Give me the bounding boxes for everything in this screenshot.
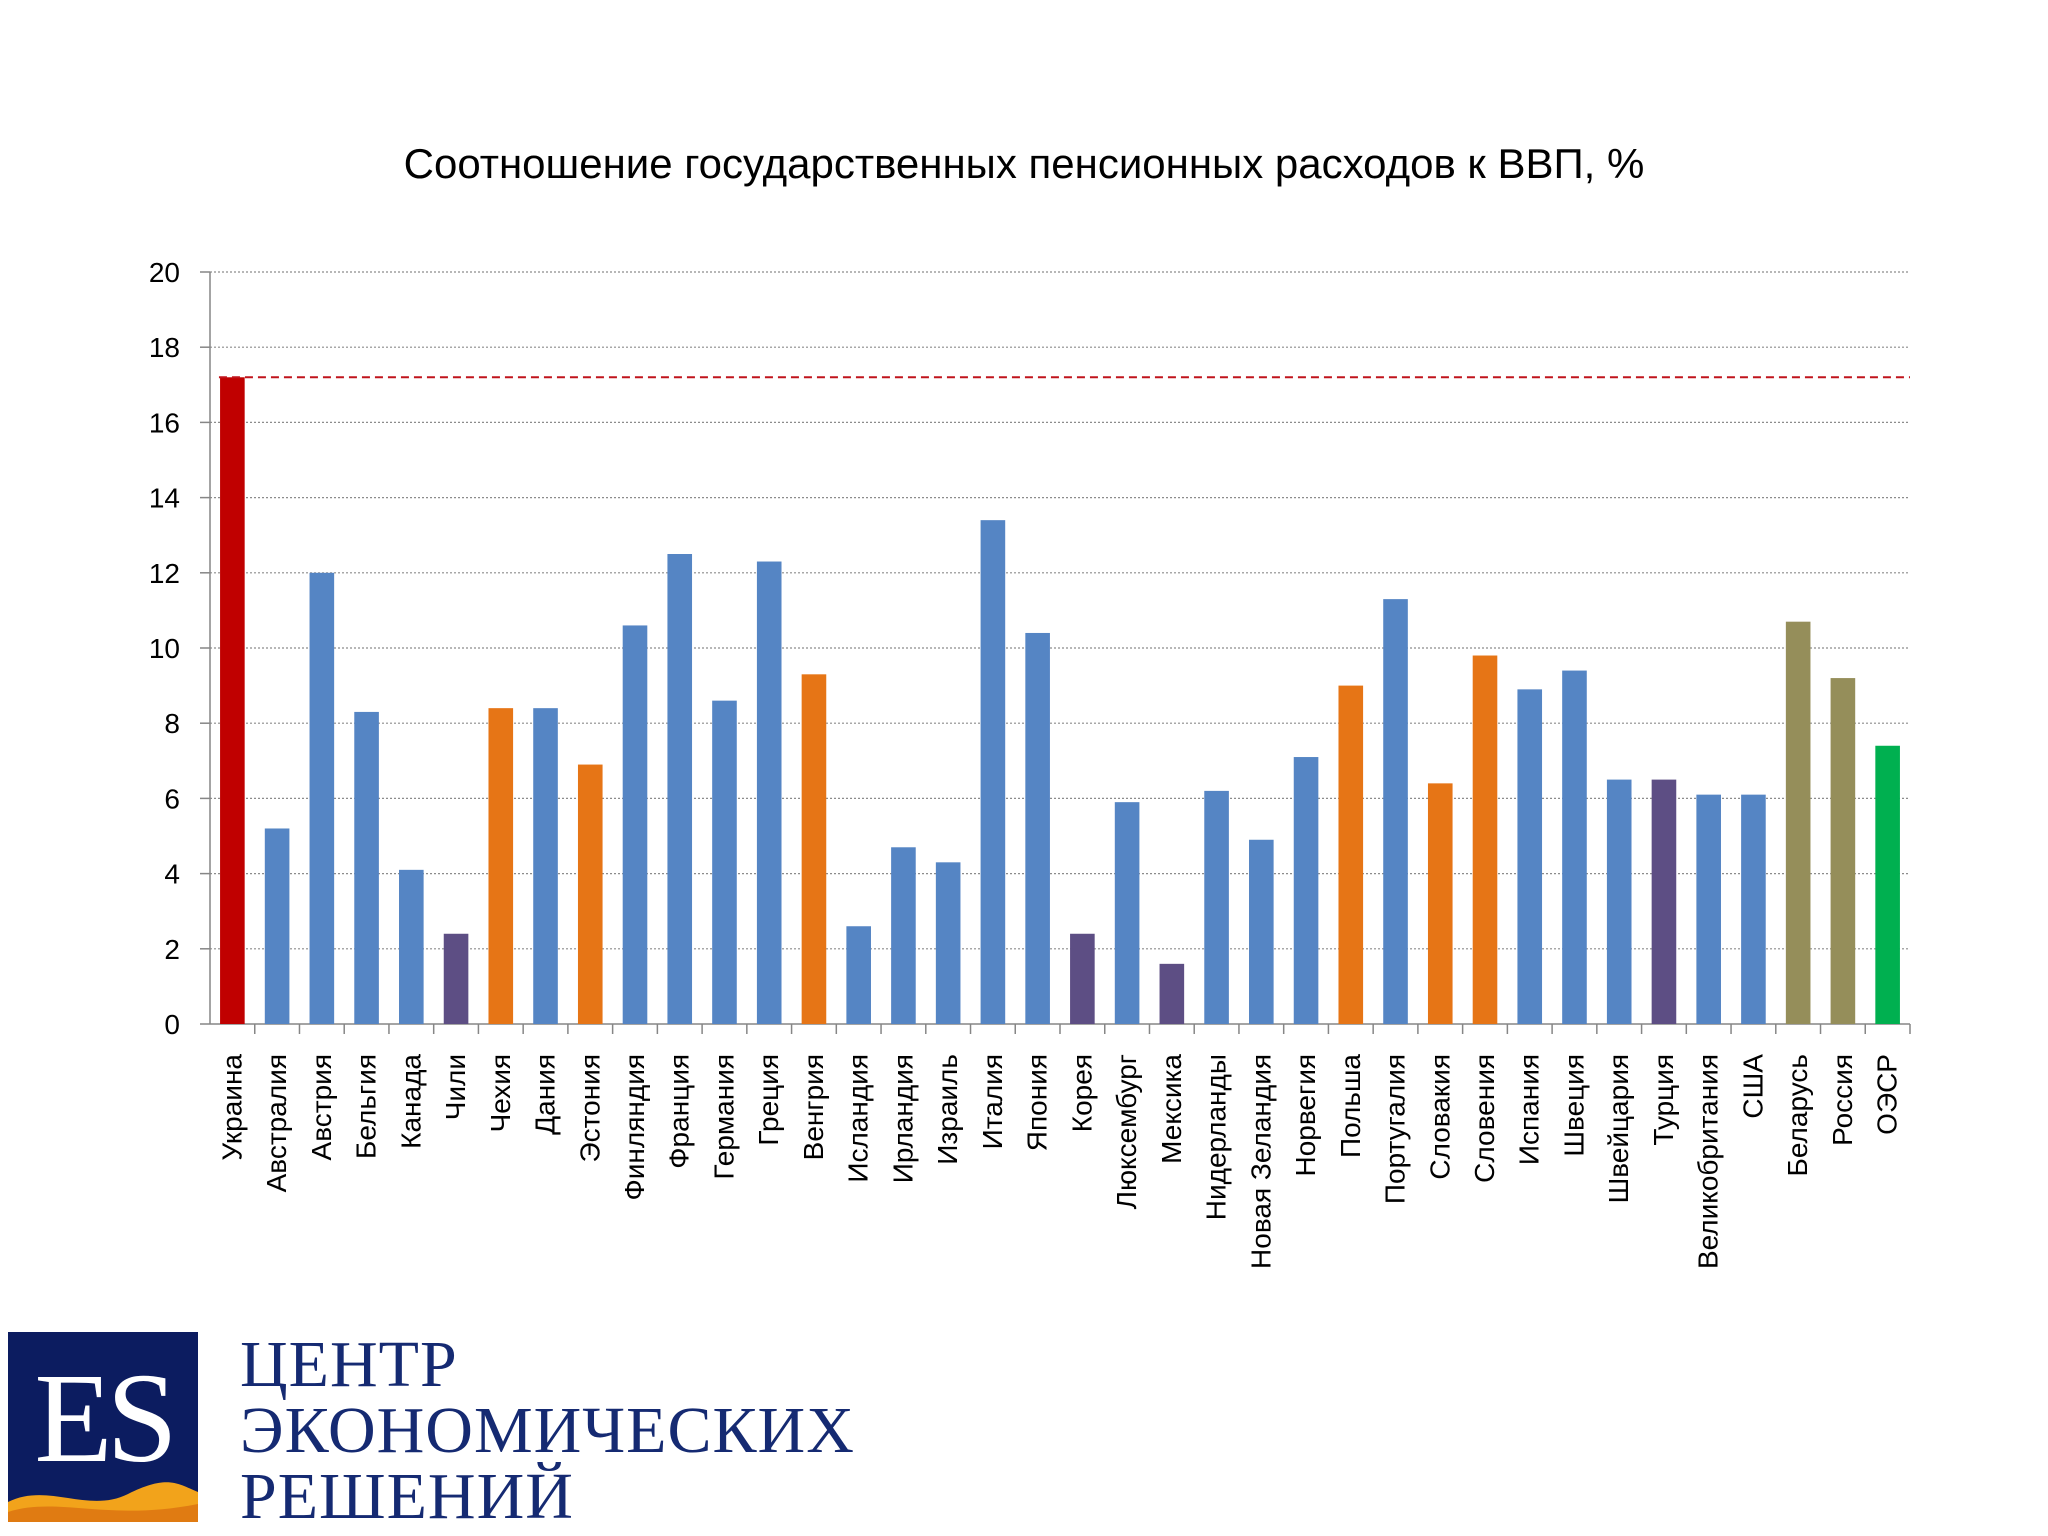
bar xyxy=(1696,794,1721,1024)
x-tick-label: Исландия xyxy=(843,1054,874,1183)
bar xyxy=(533,708,558,1024)
bar xyxy=(712,700,737,1024)
x-tick-label: Израиль xyxy=(932,1054,963,1165)
bar xyxy=(488,708,514,1024)
x-tick-label: Дания xyxy=(530,1054,561,1135)
logo: ES Центр Экономических Решений xyxy=(8,1328,854,1533)
bar xyxy=(1070,933,1095,1024)
logo-text-line-2: Экономических xyxy=(240,1394,855,1467)
x-tick-label: Украина xyxy=(216,1054,247,1161)
logo-wave-graphic xyxy=(8,1482,198,1522)
x-tick-label: ОЭСР xyxy=(1872,1054,1903,1135)
x-tick-label: Венгрия xyxy=(798,1054,829,1160)
bar xyxy=(1159,963,1185,1024)
y-tick-label: 2 xyxy=(164,934,180,965)
bar xyxy=(443,933,469,1024)
logo-text-line-3: Решений xyxy=(240,1460,574,1533)
bar xyxy=(1651,779,1677,1024)
bar xyxy=(220,377,245,1024)
y-tick-label: 20 xyxy=(149,257,180,288)
bar xyxy=(1741,794,1766,1024)
x-tick-label: Швейцария xyxy=(1603,1054,1634,1203)
bar xyxy=(667,554,693,1024)
bar xyxy=(577,764,603,1024)
x-tick-label: Мексика xyxy=(1156,1054,1187,1164)
x-tick-label: Франция xyxy=(664,1054,695,1169)
x-tick-label: Корея xyxy=(1066,1054,1097,1132)
bar xyxy=(309,572,335,1024)
bar xyxy=(935,862,961,1024)
y-tick-label: 4 xyxy=(164,859,180,890)
bar xyxy=(622,625,648,1024)
y-tick-labels: 0 2 4 6 8 10 12 14 16 18 20 xyxy=(149,257,180,1040)
bar xyxy=(1830,678,1856,1024)
x-tick-label: Греция xyxy=(753,1054,784,1146)
x-tick-label: Бельгия xyxy=(351,1054,382,1159)
x-tick-label: Чили xyxy=(440,1054,471,1120)
bar xyxy=(1517,689,1543,1024)
x-tick-label: Испания xyxy=(1514,1054,1545,1165)
y-tick-label: 12 xyxy=(149,558,180,589)
x-tick-label: Польша xyxy=(1335,1054,1366,1158)
x-tick-label: Словакия xyxy=(1424,1054,1455,1180)
x-tick-label: Беларусь xyxy=(1782,1054,1813,1176)
logo-mark: ES xyxy=(8,1332,198,1522)
bar xyxy=(1338,685,1364,1024)
y-tick-label: 6 xyxy=(164,783,180,814)
chart-title: Соотношение государственных пенсионных р… xyxy=(403,140,1645,187)
bar xyxy=(1025,632,1050,1024)
x-tick-label: Великобритания xyxy=(1693,1054,1724,1269)
x-tick-label: Финляндия xyxy=(619,1054,650,1201)
logo-text-line-1: Центр xyxy=(240,1328,458,1401)
bar xyxy=(846,926,871,1024)
logo-letters: ES xyxy=(34,1347,177,1489)
x-tick-label: Австрия xyxy=(306,1054,337,1160)
x-tick-label: Турция xyxy=(1648,1054,1679,1146)
bar xyxy=(1383,599,1408,1024)
bar xyxy=(1472,655,1498,1024)
bar-chart: 0 2 4 6 8 10 12 14 16 18 20 Украина Австралия Австри… xyxy=(149,257,1911,1269)
x-tick-label: Словения xyxy=(1469,1054,1500,1183)
x-tick-label: Россия xyxy=(1827,1054,1858,1146)
y-tick-label: 10 xyxy=(149,633,180,664)
x-tick-label: Португалия xyxy=(1380,1054,1411,1204)
x-tick-label: Новая Зеландия xyxy=(1245,1054,1276,1269)
x-tick-label: Канада xyxy=(395,1054,426,1149)
y-tick-label: 18 xyxy=(149,332,180,363)
bar xyxy=(399,869,424,1024)
bar xyxy=(756,561,782,1024)
bar xyxy=(1114,802,1140,1024)
x-tick-label: Норвегия xyxy=(1290,1054,1321,1177)
bar xyxy=(980,520,1006,1024)
bar xyxy=(1562,670,1587,1024)
bars xyxy=(220,377,1900,1024)
bar xyxy=(1875,745,1900,1024)
x-tick-label: Швеция xyxy=(1558,1054,1589,1157)
bar xyxy=(1427,783,1453,1024)
bar xyxy=(1204,790,1229,1024)
y-tick-label: 16 xyxy=(149,407,180,438)
bar xyxy=(1606,779,1632,1024)
bar xyxy=(801,674,827,1024)
x-tick-label: Ирландия xyxy=(887,1054,918,1183)
x-tick-labels: Украина Австралия Австрия Бельгия Канада Чили… xyxy=(216,1054,1902,1269)
y-tick-label: 8 xyxy=(164,708,180,739)
x-tick-label: Германия xyxy=(708,1054,739,1180)
bar xyxy=(1293,757,1319,1024)
x-tick-label: Эстония xyxy=(574,1054,605,1162)
bar xyxy=(264,828,290,1024)
bar xyxy=(1249,839,1274,1024)
bar xyxy=(891,847,916,1024)
bar xyxy=(1785,621,1811,1024)
y-tick-label: 0 xyxy=(164,1009,180,1040)
x-tick-label: Люксембург xyxy=(1111,1054,1142,1209)
x-tick-label: Италия xyxy=(977,1054,1008,1149)
x-tick-label: Япония xyxy=(1022,1054,1053,1151)
x-tick-label: Чехия xyxy=(485,1054,516,1132)
x-tick-label: США xyxy=(1737,1054,1768,1119)
y-tick-label: 14 xyxy=(149,483,180,514)
bar xyxy=(354,711,379,1024)
x-tick-label: Нидерланды xyxy=(1201,1054,1232,1220)
x-tick-label: Австралия xyxy=(261,1054,292,1192)
